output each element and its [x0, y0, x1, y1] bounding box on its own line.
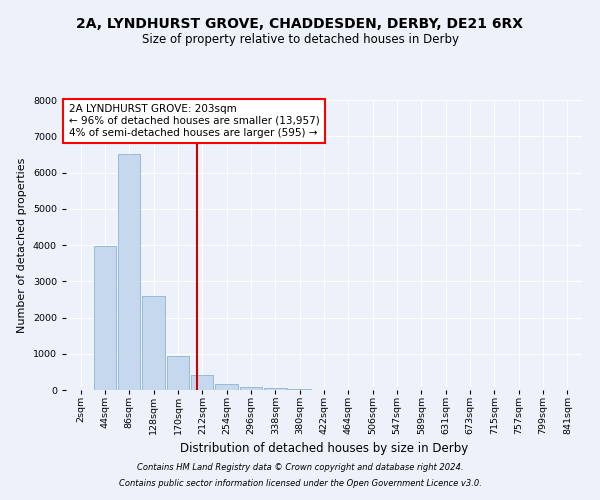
- Text: 2A, LYNDHURST GROVE, CHADDESDEN, DERBY, DE21 6RX: 2A, LYNDHURST GROVE, CHADDESDEN, DERBY, …: [77, 18, 523, 32]
- Bar: [191, 375, 214, 390]
- Bar: [264, 388, 287, 390]
- Bar: [94, 246, 116, 390]
- Bar: [167, 356, 189, 390]
- Bar: [142, 296, 165, 390]
- Text: Contains HM Land Registry data © Crown copyright and database right 2024.: Contains HM Land Registry data © Crown c…: [137, 464, 463, 472]
- Y-axis label: Number of detached properties: Number of detached properties: [17, 158, 27, 332]
- Text: Contains public sector information licensed under the Open Government Licence v3: Contains public sector information licen…: [119, 478, 481, 488]
- Bar: [240, 386, 262, 390]
- X-axis label: Distribution of detached houses by size in Derby: Distribution of detached houses by size …: [180, 442, 468, 456]
- Text: 2A LYNDHURST GROVE: 203sqm
← 96% of detached houses are smaller (13,957)
4% of s: 2A LYNDHURST GROVE: 203sqm ← 96% of deta…: [68, 104, 319, 138]
- Bar: [118, 154, 140, 390]
- Text: Size of property relative to detached houses in Derby: Size of property relative to detached ho…: [142, 32, 458, 46]
- Bar: [215, 384, 238, 390]
